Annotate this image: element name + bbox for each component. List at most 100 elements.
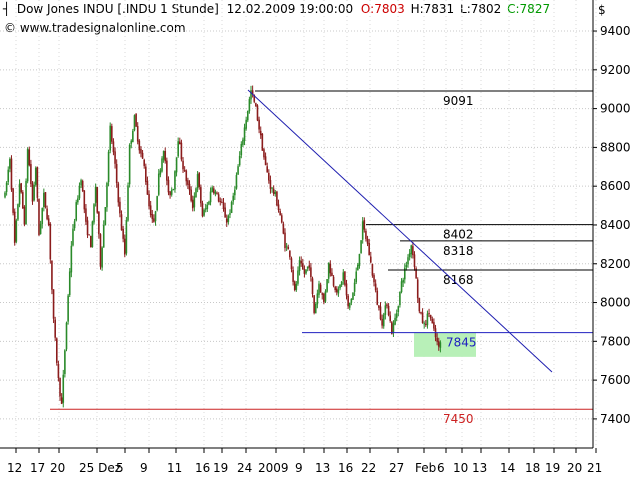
candle-body — [232, 195, 235, 202]
y-tick-label: 7800 — [600, 334, 631, 348]
candle-body — [33, 185, 35, 201]
y-tick-label: 9000 — [600, 102, 631, 116]
candle-body — [339, 284, 341, 289]
x-tick-label: 18 — [525, 461, 540, 475]
candle-body — [36, 167, 39, 198]
x-tick-label: 16 — [338, 461, 353, 475]
candle-body — [15, 220, 18, 242]
candle-body — [357, 264, 359, 271]
candle-body — [72, 228, 74, 246]
candle-body — [277, 204, 280, 211]
candle-body — [426, 313, 429, 326]
candle-body — [421, 312, 424, 323]
candle-body — [206, 204, 209, 209]
candle-body — [23, 206, 26, 225]
candle-body — [355, 271, 358, 283]
candle-body — [60, 397, 63, 404]
candle-body — [316, 293, 319, 305]
candle-body — [190, 189, 192, 201]
candle-body — [256, 105, 259, 121]
candle-body — [64, 350, 66, 374]
x-tick-label: 19 — [213, 461, 228, 475]
candle-body — [203, 209, 205, 216]
candle-body — [271, 187, 273, 189]
candle-body — [313, 295, 315, 313]
candle-body — [298, 260, 301, 271]
candle-body — [350, 298, 353, 303]
candle-body — [282, 223, 285, 234]
candle-body — [170, 189, 173, 195]
candle-body — [68, 271, 71, 295]
candle-body — [191, 199, 194, 209]
candle-body — [410, 245, 413, 255]
candle-body — [104, 207, 107, 226]
candle-body — [62, 374, 65, 403]
candle-body — [353, 282, 356, 292]
candle-body — [26, 149, 29, 182]
candle-body — [98, 211, 100, 235]
candle-body — [329, 263, 332, 274]
candle-body — [46, 208, 48, 220]
candle-body — [378, 305, 380, 308]
candle-body — [264, 156, 267, 166]
candle-body — [141, 152, 144, 159]
candle-body — [182, 160, 184, 170]
candle-body — [183, 170, 186, 172]
candle-body — [284, 232, 286, 249]
candle-body — [376, 290, 379, 305]
candle-body — [413, 254, 416, 267]
candle-body — [177, 141, 179, 157]
currency-label: $ — [598, 3, 606, 17]
candle-body — [101, 247, 103, 268]
candle-body — [269, 180, 272, 189]
candle-body — [96, 187, 99, 213]
candle-body — [327, 262, 330, 279]
candle-body — [193, 196, 196, 208]
candle-body — [217, 194, 220, 202]
candle-body — [4, 192, 6, 198]
candle-body — [195, 188, 197, 198]
y-tick-label: 9400 — [600, 24, 631, 38]
x-tick-label: Feb — [415, 461, 436, 475]
candle-body — [258, 119, 260, 130]
candle-body — [238, 155, 241, 166]
x-tick-label: 10 — [453, 461, 468, 475]
candle-body — [133, 115, 136, 131]
candle-body — [416, 279, 419, 299]
y-tick-label: 7600 — [600, 373, 631, 387]
candle-body — [405, 265, 408, 268]
candle-body — [428, 313, 430, 315]
candle-body — [208, 201, 210, 205]
candle-body — [433, 322, 435, 329]
candle-body — [229, 213, 231, 215]
candle-body — [55, 338, 58, 363]
candle-body — [381, 318, 383, 326]
x-tick-label: 19 — [545, 461, 560, 475]
candle-body — [340, 281, 343, 286]
instrument-label: Dow Jones INDU [.INDU 1 Stunde] — [16, 2, 219, 16]
candle-body — [25, 180, 27, 225]
candle-body — [212, 188, 215, 193]
highlight-box — [414, 332, 476, 357]
x-tick-label: 21 — [587, 461, 602, 475]
candle-body — [365, 230, 367, 239]
candle-body — [429, 314, 432, 319]
candle-body — [384, 305, 387, 315]
candle-body — [120, 214, 123, 231]
candle-body — [335, 288, 338, 293]
level-label: 9091 — [443, 94, 474, 108]
y-tick-label: 8000 — [600, 296, 631, 310]
x-tick-label: 27 — [389, 461, 404, 475]
candle-body — [221, 201, 223, 203]
y-tick-label: 8600 — [600, 179, 631, 193]
x-tick-label: 11 — [167, 461, 182, 475]
candle-body — [41, 208, 44, 225]
candle-body — [240, 143, 243, 156]
candle-body — [235, 175, 238, 189]
candle-body — [310, 267, 312, 278]
candle-body — [81, 181, 84, 191]
candle-body — [145, 166, 147, 182]
candle-body — [266, 166, 268, 173]
